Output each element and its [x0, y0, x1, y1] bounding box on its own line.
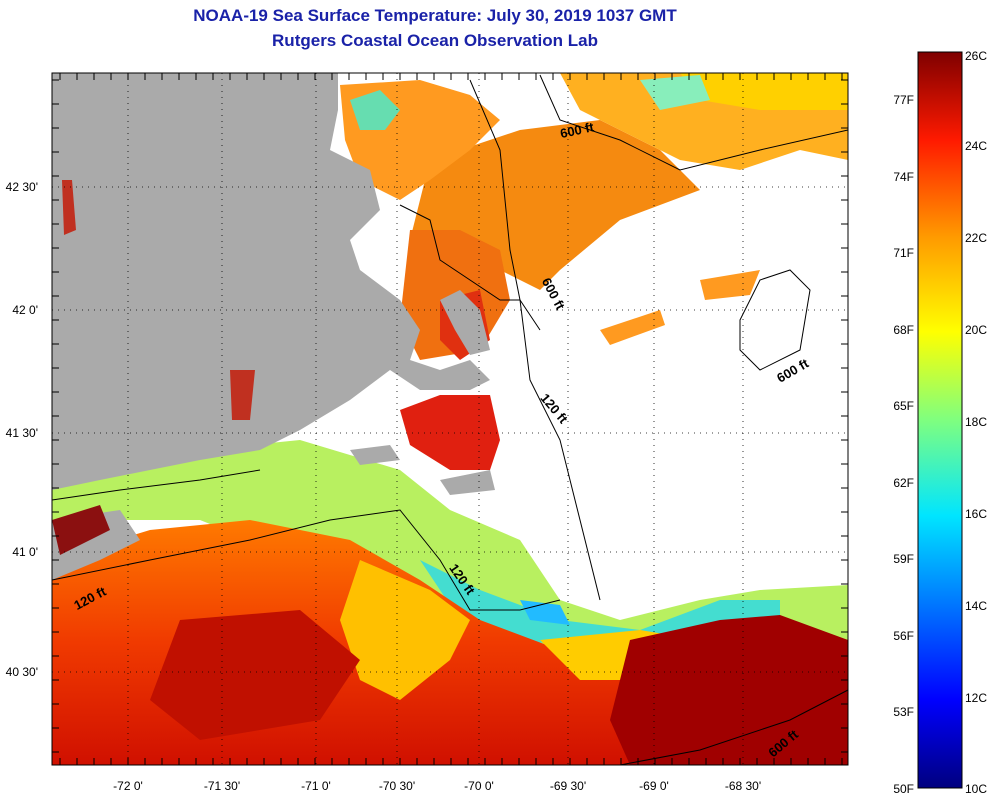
map-title: NOAA-19 Sea Surface Temperature: July 30… — [193, 6, 677, 25]
contour-120-shelf — [52, 509, 561, 611]
map-imagery — [52, 73, 848, 765]
contour-600-north — [539, 74, 848, 171]
lat-label: 40 30' — [6, 665, 38, 679]
lat-label: 41 0' — [12, 545, 38, 559]
map-frame — [51, 72, 849, 766]
sst-patch-ne-yellow — [680, 73, 848, 110]
sst-patch-yellow — [340, 560, 470, 700]
lon-label: -69 30' — [550, 779, 586, 793]
colorbar-c-label: 16C — [965, 507, 987, 521]
colorbar-f-label: 62F — [893, 476, 914, 490]
land-nantucket — [440, 470, 495, 495]
contour-600-georges — [739, 269, 811, 371]
lon-label: -71 30' — [204, 779, 240, 793]
land-capecod — [440, 290, 490, 355]
colorbar-c-label: 10C — [965, 782, 987, 796]
land-mainland — [52, 73, 490, 490]
sst-patch-georges — [700, 270, 760, 300]
contour-label: 600 ft — [559, 119, 596, 141]
graticule — [52, 73, 848, 765]
colorbar-c-label: 20C — [965, 323, 987, 337]
tick-labels: 42 30' 42 0' 41 30' 41 0' 40 30' -72 0' … — [6, 180, 761, 793]
lon-label: -69 0' — [639, 779, 669, 793]
sst-patch-cool — [350, 90, 400, 130]
colorbar-f-label: 71F — [893, 246, 914, 260]
colorbar-f-label: 56F — [893, 629, 914, 643]
lon-label: -72 0' — [113, 779, 143, 793]
colorbar-c-label: 14C — [965, 599, 987, 613]
contour-coast-inner — [52, 469, 261, 501]
sst-patch-georges2 — [600, 310, 665, 345]
lon-label: -68 30' — [725, 779, 761, 793]
land-marthas-vineyard — [350, 445, 400, 465]
colorbar-f-label: 59F — [893, 552, 914, 566]
colorbar-c-label: 24C — [965, 139, 987, 153]
colorbar-c-label: 22C — [965, 231, 987, 245]
lon-label: -70 0' — [464, 779, 494, 793]
lat-label: 41 30' — [6, 426, 38, 440]
sst-patch-narragansett — [230, 370, 255, 420]
lon-label: -70 30' — [379, 779, 415, 793]
colorbar-f-label: 77F — [893, 93, 914, 107]
sst-patch-lis — [52, 505, 110, 555]
map-subtitle: Rutgers Coastal Ocean Observation Lab — [272, 31, 598, 50]
colorbar-f-label: 65F — [893, 399, 914, 413]
colorbar-c-label: 18C — [965, 415, 987, 429]
colorbar-f-label: 68F — [893, 323, 914, 337]
colorbar — [917, 51, 963, 789]
sst-patch-red — [150, 610, 360, 740]
sst-shelf-blue — [520, 600, 570, 625]
colorbar-f-label: 50F — [893, 782, 914, 796]
colorbar-labels: 26C 24C 22C 20C 18C 16C 14C 12C 10C 77F … — [893, 49, 987, 796]
colorbar-f-label: 53F — [893, 705, 914, 719]
lon-label: -71 0' — [301, 779, 331, 793]
sst-patch-ne-cool — [640, 75, 710, 110]
lat-label: 42 30' — [6, 180, 38, 194]
colorbar-c-label: 26C — [965, 49, 987, 63]
sst-shelf-green — [52, 440, 848, 660]
colorbar-f-label: 74F — [893, 170, 914, 184]
lat-label: 42 0' — [12, 303, 38, 317]
colorbar-c-label: 12C — [965, 691, 987, 705]
sst-patch-lake — [62, 180, 76, 235]
contour-120-gb — [469, 79, 601, 601]
contour-600-slope — [619, 689, 848, 765]
sst-patch-nantucket — [400, 395, 500, 470]
sst-gulfstream — [610, 615, 848, 765]
